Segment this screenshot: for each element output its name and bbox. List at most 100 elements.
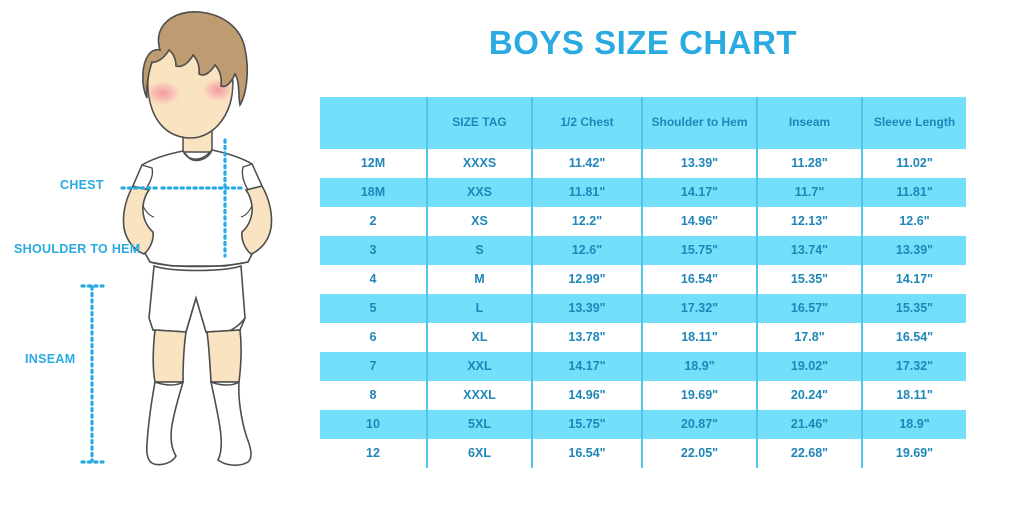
cell-size: 4 [320, 265, 427, 294]
cell-sleeve-length: 11.81" [861, 178, 966, 207]
cell-size: 8 [320, 381, 427, 410]
cell-inseam: 13.74" [756, 236, 862, 265]
size-chart-table: SIZE TAG 1/2 Chest Shoulder to Hem Insea… [320, 97, 966, 468]
table-row: 12M XXXS 11.42" 13.39" 11.28" 11.02" [320, 149, 966, 178]
cell-sleeve-length: 12.6" [861, 207, 966, 236]
cell-sleeve-length: 17.32" [861, 352, 966, 381]
cell-size-tag: XL [426, 323, 532, 352]
cell-shoulder-to-hem: 19.69" [641, 381, 757, 410]
cell-sleeve-length: 19.69" [861, 439, 966, 468]
table-row: 3 S 12.6" 15.75" 13.74" 13.39" [320, 236, 966, 265]
shoulder-to-hem-label: SHOULDER TO HEM [14, 242, 141, 256]
cell-inseam: 20.24" [756, 381, 862, 410]
boy-figure-illustration [80, 11, 273, 466]
figure-arms [122, 185, 273, 255]
cell-half-chest: 16.54" [531, 439, 642, 468]
table-body: 12M XXXS 11.42" 13.39" 11.28" 11.02" 18M… [320, 149, 966, 468]
cell-size-tag: XXL [426, 352, 532, 381]
cell-size: 5 [320, 294, 427, 323]
column-header-inseam: Inseam [756, 97, 862, 149]
column-header-size-tag: SIZE TAG [426, 97, 532, 149]
table-row: 10 5XL 15.75" 20.87" 21.46" 18.9" [320, 410, 966, 439]
cell-size-tag: M [426, 265, 532, 294]
column-header-shoulder-to-hem: Shoulder to Hem [641, 97, 757, 149]
cell-half-chest: 15.75" [531, 410, 642, 439]
table-header-row: SIZE TAG 1/2 Chest Shoulder to Hem Insea… [320, 97, 966, 149]
cell-shoulder-to-hem: 13.39" [641, 149, 757, 178]
cell-size: 18M [320, 178, 427, 207]
cell-sleeve-length: 16.54" [861, 323, 966, 352]
table-header: SIZE TAG 1/2 Chest Shoulder to Hem Insea… [320, 97, 966, 149]
cell-sleeve-length: 18.11" [861, 381, 966, 410]
figure-socks [145, 381, 252, 466]
cell-half-chest: 11.42" [531, 149, 642, 178]
cell-shoulder-to-hem: 16.54" [641, 265, 757, 294]
cell-inseam: 17.8" [756, 323, 862, 352]
cell-inseam: 22.68" [756, 439, 862, 468]
cell-inseam: 12.13" [756, 207, 862, 236]
cell-sleeve-length: 18.9" [861, 410, 966, 439]
cell-half-chest: 14.17" [531, 352, 642, 381]
cell-size-tag: 5XL [426, 410, 532, 439]
cell-inseam: 11.28" [756, 149, 862, 178]
cell-size-tag: 6XL [426, 439, 532, 468]
cell-size: 6 [320, 323, 427, 352]
cell-size-tag: L [426, 294, 532, 323]
page-title: BOYS SIZE CHART [488, 24, 798, 61]
cell-size-tag: XXXS [426, 149, 532, 178]
cell-size: 10 [320, 410, 427, 439]
inseam-label: INSEAM [25, 352, 76, 366]
cell-inseam: 21.46" [756, 410, 862, 439]
figure-legs [152, 329, 242, 383]
cell-half-chest: 13.78" [531, 323, 642, 352]
cell-inseam: 19.02" [756, 352, 862, 381]
cell-shoulder-to-hem: 15.75" [641, 236, 757, 265]
cell-inseam: 15.35" [756, 265, 862, 294]
chest-label: CHEST [60, 178, 104, 192]
cell-shoulder-to-hem: 14.96" [641, 207, 757, 236]
cell-size-tag: S [426, 236, 532, 265]
table-row: 7 XXL 14.17" 18.9" 19.02" 17.32" [320, 352, 966, 381]
table-row: 6 XL 13.78" 18.11" 17.8" 16.54" [320, 323, 966, 352]
table-row: 18M XXS 11.81" 14.17" 11.7" 11.81" [320, 178, 966, 207]
cell-sleeve-length: 13.39" [861, 236, 966, 265]
figure-tshirt [132, 149, 263, 268]
table-row: 8 XXXL 14.96" 19.69" 20.24" 18.11" [320, 381, 966, 410]
cell-size: 3 [320, 236, 427, 265]
illustration-panel: CHEST SHOULDER TO HEM INSEAM [0, 0, 320, 512]
figure-shorts [148, 264, 246, 335]
cell-shoulder-to-hem: 22.05" [641, 439, 757, 468]
cell-size: 12 [320, 439, 427, 468]
cell-sleeve-length: 14.17" [861, 265, 966, 294]
cell-half-chest: 13.39" [531, 294, 642, 323]
cell-shoulder-to-hem: 20.87" [641, 410, 757, 439]
cell-shoulder-to-hem: 17.32" [641, 294, 757, 323]
cell-half-chest: 11.81" [531, 178, 642, 207]
table-row: 12 6XL 16.54" 22.05" 22.68" 19.69" [320, 439, 966, 468]
cell-sleeve-length: 15.35" [861, 294, 966, 323]
inseam-measure-line [80, 284, 105, 464]
cell-half-chest: 12.99" [531, 265, 642, 294]
cell-shoulder-to-hem: 18.9" [641, 352, 757, 381]
cell-inseam: 11.7" [756, 178, 862, 207]
cell-sleeve-length: 11.02" [861, 149, 966, 178]
table-row: 5 L 13.39" 17.32" 16.57" 15.35" [320, 294, 966, 323]
cell-size: 12M [320, 149, 427, 178]
column-header-size [320, 97, 427, 149]
table-row: 2 XS 12.2" 14.96" 12.13" 12.6" [320, 207, 966, 236]
cell-shoulder-to-hem: 18.11" [641, 323, 757, 352]
cell-half-chest: 14.96" [531, 381, 642, 410]
table-row: 4 M 12.99" 16.54" 15.35" 14.17" [320, 265, 966, 294]
figure-hair [142, 11, 248, 108]
cell-size: 7 [320, 352, 427, 381]
cell-size-tag: XXXL [426, 381, 532, 410]
cell-inseam: 16.57" [756, 294, 862, 323]
cell-size: 2 [320, 207, 427, 236]
cell-size-tag: XS [426, 207, 532, 236]
blush-left [147, 79, 183, 107]
cell-shoulder-to-hem: 14.17" [641, 178, 757, 207]
cell-half-chest: 12.2" [531, 207, 642, 236]
cell-size-tag: XXS [426, 178, 532, 207]
column-header-sleeve-length: Sleeve Length [861, 97, 966, 149]
